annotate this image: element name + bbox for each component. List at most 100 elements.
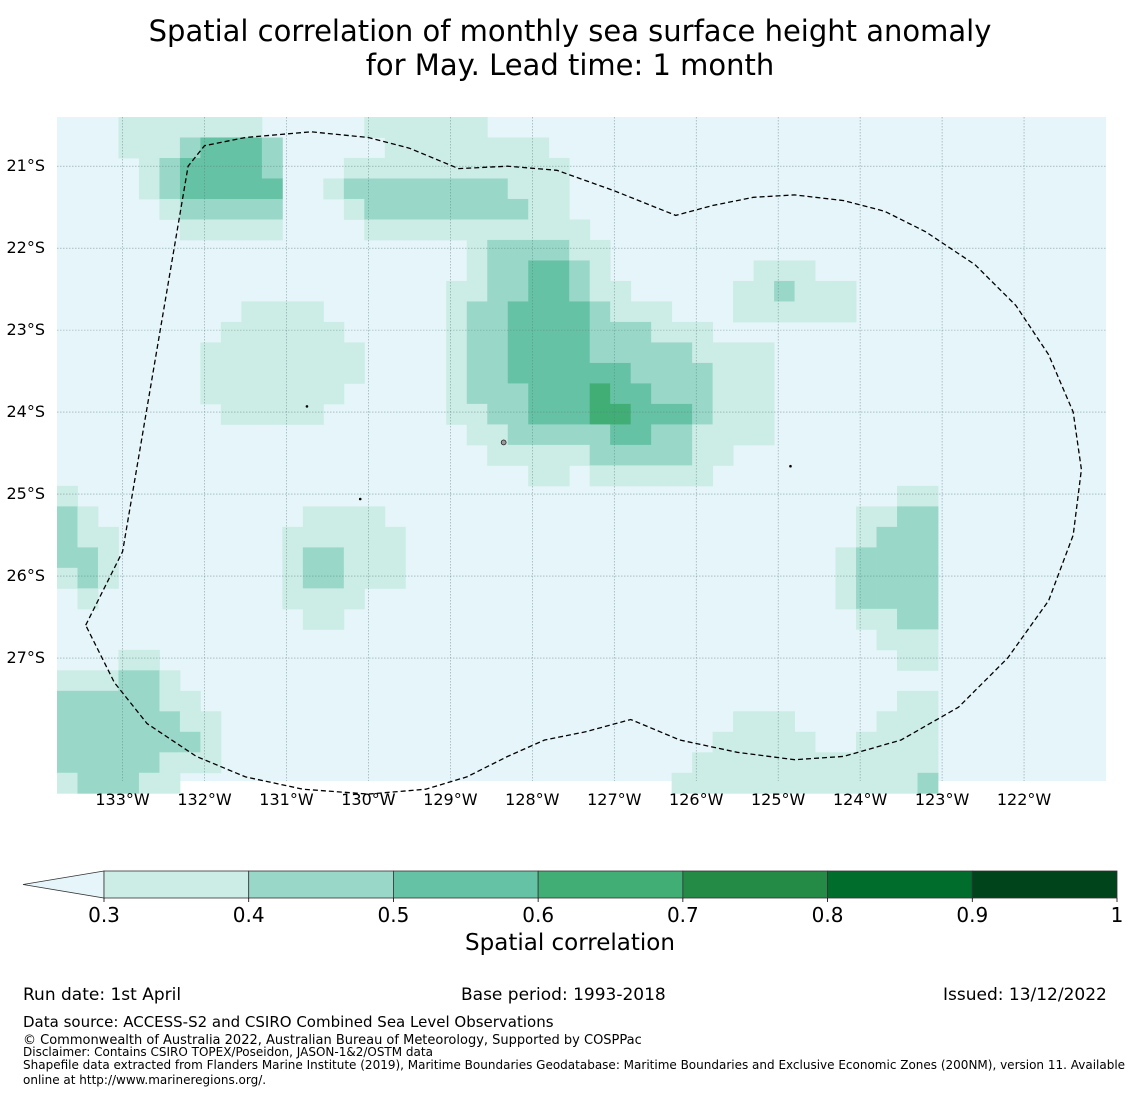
correlation-cell (179, 198, 201, 220)
correlation-cell (323, 178, 345, 200)
correlation-cell (528, 239, 550, 261)
correlation-cell (220, 383, 242, 405)
correlation-cell (712, 424, 734, 446)
correlation-cell (261, 219, 283, 241)
correlation-cell (528, 424, 550, 446)
correlation-cell (712, 403, 734, 425)
longitude-tick-label: 126°W (669, 790, 724, 809)
correlation-cell (261, 342, 283, 364)
correlation-cell (282, 362, 304, 384)
correlation-cell (364, 526, 386, 548)
correlation-cell (507, 260, 529, 282)
correlation-cell (569, 342, 591, 364)
correlation-cell (302, 362, 324, 384)
correlation-cell (712, 383, 734, 405)
correlation-cell (589, 280, 611, 302)
correlation-cell (671, 342, 693, 364)
correlation-cell (589, 239, 611, 261)
correlation-cell (897, 485, 918, 507)
correlation-cell (179, 178, 201, 200)
data-source: Data source: ACCESS-S2 and CSIRO Combine… (23, 1013, 554, 1031)
correlation-cell (159, 157, 181, 179)
correlation-cell (138, 157, 160, 179)
correlation-cell (446, 157, 468, 179)
correlation-cell (917, 506, 939, 528)
correlation-cell (405, 178, 427, 200)
correlation-cell (794, 731, 816, 753)
correlation-cell (548, 362, 570, 384)
correlation-cell (425, 198, 447, 220)
correlation-cell (220, 157, 242, 179)
correlation-cell (302, 301, 324, 323)
correlation-cell (261, 157, 283, 179)
correlation-cell (159, 178, 181, 200)
correlation-cell (692, 403, 714, 425)
correlation-cell (897, 649, 918, 671)
correlation-cell (57, 526, 78, 548)
correlation-cell (138, 649, 160, 671)
correlation-cell (692, 465, 714, 487)
correlation-cell (548, 178, 570, 200)
correlation-cell (118, 772, 140, 794)
correlation-cell (179, 690, 201, 712)
correlation-cell (364, 117, 386, 138)
correlation-cell (753, 752, 775, 774)
correlation-cell (241, 362, 263, 384)
correlation-cell (261, 178, 283, 200)
correlation-cell (343, 362, 365, 384)
correlation-cell (835, 301, 857, 323)
correlation-cell (343, 178, 365, 200)
correlation-cell (589, 362, 611, 384)
correlation-cell (425, 117, 447, 138)
correlation-cell (651, 321, 673, 343)
correlation-cell (138, 690, 160, 712)
correlation-cell (528, 321, 550, 343)
correlation-cell (487, 260, 509, 282)
correlation-cell (159, 731, 181, 753)
correlation-cell (630, 465, 652, 487)
correlation-cell (876, 772, 898, 794)
correlation-cell (897, 629, 918, 651)
correlation-cell (856, 567, 877, 589)
correlation-cell (692, 752, 714, 774)
correlation-cell (302, 506, 324, 528)
correlation-cell (487, 219, 509, 241)
correlation-cell (876, 629, 898, 651)
correlation-cell (753, 301, 775, 323)
correlation-cell (159, 198, 181, 220)
correlation-cell (507, 301, 529, 323)
correlation-cell (487, 157, 509, 179)
correlation-cell (364, 506, 386, 528)
correlation-cell (917, 629, 939, 651)
correlation-cell (97, 772, 119, 794)
colorbar-extend-arrow (22, 870, 105, 899)
longitude-tick-label: 133°W (95, 790, 150, 809)
correlation-cell (466, 280, 488, 302)
correlation-cell (630, 383, 652, 405)
correlation-cell (507, 444, 529, 466)
title-line-2: for May. Lead time: 1 month (365, 48, 775, 82)
correlation-cell (651, 403, 673, 425)
correlation-cell (774, 711, 795, 733)
correlation-cell (569, 362, 591, 384)
correlation-cell (671, 383, 693, 405)
correlation-cell (548, 444, 570, 466)
colorbar-tick-label: 0.5 (378, 903, 410, 927)
latitude-tick-label: 24°S (6, 402, 45, 421)
correlation-cell (241, 301, 263, 323)
correlation-cell (507, 239, 529, 261)
correlation-cell (528, 342, 550, 364)
correlation-cell (753, 731, 775, 753)
correlation-cell (241, 342, 263, 364)
correlation-cell (917, 752, 939, 774)
colorbar-tick-label: 0.9 (956, 903, 988, 927)
correlation-cell (835, 752, 857, 774)
correlation-cell (343, 526, 365, 548)
correlation-cell (569, 424, 591, 446)
colorbar-segment (393, 870, 539, 899)
correlation-cell (323, 526, 345, 548)
longitude-tick-label: 125°W (751, 790, 806, 809)
correlation-cell (589, 465, 611, 487)
correlation-cell (712, 362, 734, 384)
correlation-cell (323, 608, 345, 630)
